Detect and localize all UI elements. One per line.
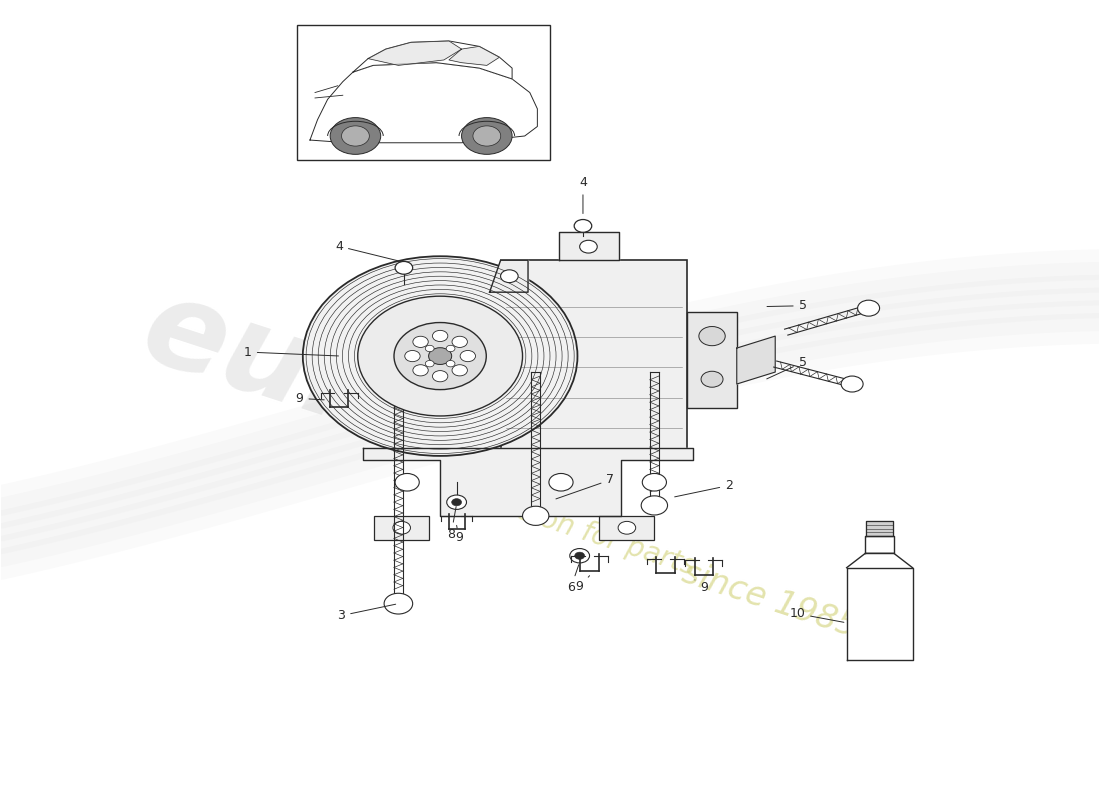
Circle shape	[642, 474, 667, 491]
Text: since 1985: since 1985	[678, 556, 861, 643]
Circle shape	[394, 322, 486, 390]
Bar	[688, 312, 737, 408]
Circle shape	[618, 522, 636, 534]
Bar	[500, 260, 688, 452]
Bar	[600, 516, 654, 540]
Circle shape	[395, 262, 412, 274]
Circle shape	[432, 330, 448, 342]
Circle shape	[842, 376, 864, 392]
Circle shape	[395, 474, 419, 491]
Text: 5: 5	[767, 299, 806, 312]
Circle shape	[698, 326, 725, 346]
Polygon shape	[847, 554, 913, 568]
Text: 10: 10	[790, 607, 844, 622]
Circle shape	[341, 126, 370, 146]
Circle shape	[574, 219, 592, 232]
Circle shape	[426, 361, 434, 367]
Circle shape	[302, 256, 578, 456]
Text: 9: 9	[695, 580, 707, 594]
Text: euros: euros	[129, 269, 532, 499]
Text: 7: 7	[556, 474, 615, 499]
Polygon shape	[310, 62, 538, 142]
Polygon shape	[353, 41, 513, 79]
Text: 9: 9	[575, 576, 590, 594]
Polygon shape	[847, 568, 913, 659]
Text: 8: 8	[447, 506, 456, 541]
Polygon shape	[449, 46, 499, 66]
Circle shape	[412, 336, 428, 347]
Circle shape	[358, 296, 522, 416]
Circle shape	[330, 118, 381, 154]
Text: 5: 5	[767, 356, 806, 379]
Circle shape	[405, 350, 420, 362]
Text: 3: 3	[338, 604, 396, 622]
Circle shape	[452, 498, 462, 506]
Circle shape	[500, 270, 518, 282]
Circle shape	[447, 495, 466, 510]
Polygon shape	[866, 536, 894, 554]
Circle shape	[426, 346, 434, 352]
Text: 9: 9	[296, 392, 324, 405]
Circle shape	[641, 496, 668, 515]
Circle shape	[447, 346, 455, 352]
Circle shape	[429, 348, 452, 365]
Text: 4: 4	[336, 240, 402, 262]
Circle shape	[462, 118, 513, 154]
Circle shape	[473, 126, 500, 146]
Circle shape	[701, 371, 723, 387]
Text: 6: 6	[566, 565, 579, 594]
Polygon shape	[490, 260, 528, 292]
Circle shape	[412, 365, 428, 376]
Circle shape	[452, 336, 468, 347]
Circle shape	[460, 350, 475, 362]
Circle shape	[522, 506, 549, 526]
Circle shape	[570, 549, 590, 563]
Circle shape	[393, 522, 410, 534]
Circle shape	[447, 361, 455, 367]
Polygon shape	[559, 232, 619, 260]
Text: 1: 1	[244, 346, 339, 358]
Text: 9: 9	[455, 526, 463, 544]
Circle shape	[858, 300, 880, 316]
Text: 2: 2	[674, 479, 733, 497]
Circle shape	[432, 370, 448, 382]
Polygon shape	[363, 448, 693, 516]
Text: a passion for parts: a passion for parts	[444, 474, 700, 581]
Circle shape	[580, 240, 597, 253]
Circle shape	[549, 474, 573, 491]
Text: 4: 4	[579, 176, 587, 214]
Polygon shape	[867, 522, 893, 536]
Bar	[297, 25, 550, 161]
Polygon shape	[737, 336, 775, 384]
Circle shape	[384, 594, 412, 614]
Bar	[374, 516, 429, 540]
Polygon shape	[368, 41, 462, 66]
Circle shape	[574, 552, 584, 559]
Circle shape	[452, 365, 468, 376]
